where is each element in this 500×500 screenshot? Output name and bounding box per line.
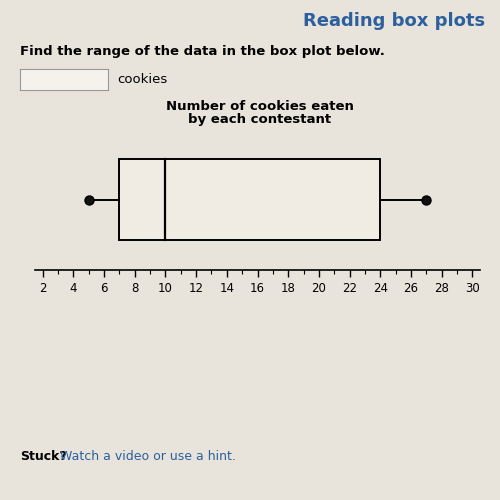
Text: Number of cookies eaten: Number of cookies eaten — [166, 100, 354, 113]
Text: Find the range of the data in the box plot below.: Find the range of the data in the box pl… — [20, 45, 385, 58]
Text: by each contestant: by each contestant — [188, 112, 332, 126]
Text: Stuck?: Stuck? — [20, 450, 67, 463]
Bar — [120, 160, 380, 240]
Text: cookies: cookies — [118, 73, 168, 86]
Text: Watch a video or use a hint.: Watch a video or use a hint. — [56, 450, 236, 463]
Text: Reading box plots: Reading box plots — [303, 12, 485, 30]
